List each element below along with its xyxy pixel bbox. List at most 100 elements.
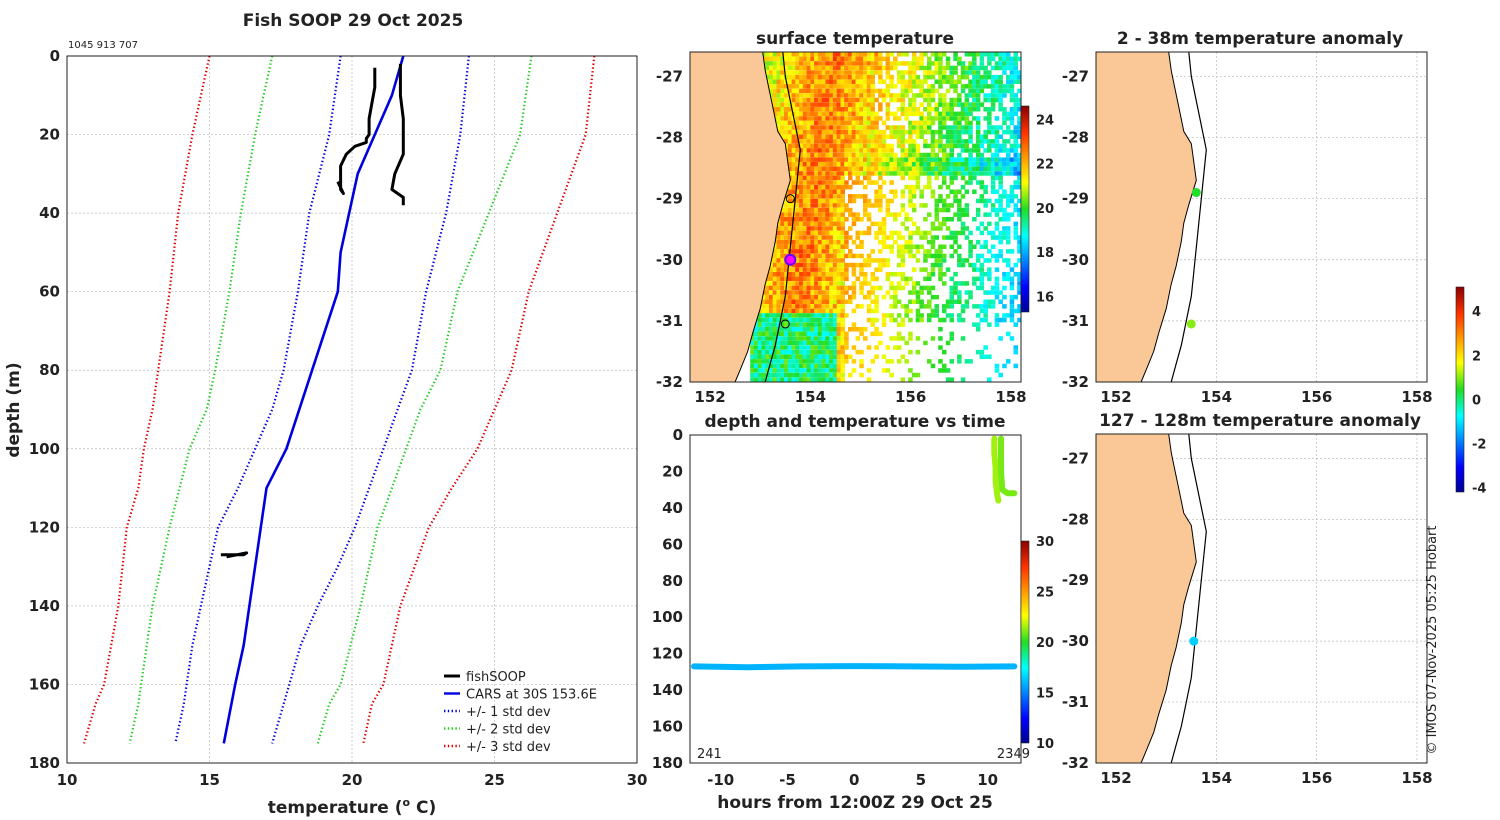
anomaly-point — [1189, 636, 1199, 646]
series-line — [174, 55, 342, 744]
anomaly-shallow-title: 2 - 38m temperature anomaly — [1117, 29, 1403, 49]
y-tick-label: 160 — [652, 718, 683, 736]
series-line — [336, 67, 377, 195]
anomaly-deep-frame — [1095, 433, 1428, 764]
x-tick-label: 5 — [916, 771, 926, 789]
legend-label: fishSOOP — [466, 670, 526, 685]
copyright-text: © IMOS 07-Nov-2025 05:25 Hobart — [1425, 526, 1440, 755]
colorbar-tick-label: 18 — [1036, 246, 1054, 261]
depth-time-x-label: hours from 12:00Z 29 Oct 25 — [717, 793, 993, 813]
y-tick-label: 0 — [673, 426, 683, 444]
time-colorbar — [1020, 540, 1030, 744]
y-tick-label: 180 — [29, 754, 60, 772]
y-tick-label: 60 — [39, 283, 60, 301]
y-tick-label: 140 — [652, 681, 683, 699]
x-tick-label: 156 — [895, 388, 926, 406]
land-mass — [1096, 52, 1197, 382]
legend-label: +/- 3 std dev — [466, 740, 551, 755]
x-tick-label: 15 — [199, 771, 220, 789]
y-tick-label: -28 — [1062, 129, 1089, 147]
profile-x-label: temperature (o C) — [268, 796, 437, 818]
y-tick-label: 140 — [29, 597, 60, 615]
profile-panel: Fish SOOP 29 Oct 2025 1045 913 707 10 15 2… — [4, 11, 647, 818]
y-tick-label: -27 — [1062, 67, 1089, 85]
legend-label: CARS at 30S 153.6E — [466, 688, 597, 703]
y-tick-label: -29 — [1062, 190, 1089, 208]
anomaly-point — [1191, 188, 1201, 198]
y-tick-label: 100 — [29, 440, 60, 458]
y-tick-label: 20 — [662, 462, 683, 480]
cast-marker — [780, 319, 790, 329]
land-mass — [690, 52, 791, 382]
x-tick-label: 152 — [694, 388, 725, 406]
profile-title: Fish SOOP 29 Oct 2025 — [243, 11, 464, 31]
legend: fishSOOP CARS at 30S 153.6E +/- 1 std dev +… — [444, 670, 597, 755]
y-tick-label: -30 — [1062, 632, 1089, 650]
x-tick-label: 156 — [1301, 769, 1332, 787]
legend-label: +/- 1 std dev — [466, 705, 551, 720]
profile-y-label: depth (m) — [4, 362, 24, 457]
colorbar-tick-label: 16 — [1036, 290, 1054, 305]
y-tick-label: -27 — [1062, 449, 1089, 467]
x-tick-label: 158 — [1401, 769, 1432, 787]
colorbar-tick-label: 4 — [1472, 305, 1481, 320]
colorbar-tick-label: -2 — [1472, 438, 1486, 453]
x-tick-label: 156 — [1301, 388, 1332, 406]
colorbar-tick-label: 20 — [1036, 636, 1054, 651]
x-tick-label: 10 — [57, 771, 78, 789]
colorbar-tick-label: 0 — [1472, 393, 1481, 408]
depth-time-trace — [998, 435, 1018, 497]
shelf-contour — [1170, 52, 1207, 382]
y-tick-label: -32 — [1062, 754, 1089, 772]
series-line — [362, 55, 596, 744]
y-tick-label: 160 — [29, 675, 60, 693]
x-tick-label: 154 — [1201, 388, 1232, 406]
series-line — [128, 55, 274, 744]
land-mass — [1096, 434, 1197, 763]
corner-label-right: 2349 — [997, 747, 1030, 762]
y-tick-label: 40 — [662, 499, 683, 517]
anomaly-shallow-frame — [1095, 51, 1428, 383]
series-line — [220, 551, 249, 559]
y-tick-label: 120 — [652, 645, 683, 663]
depth-time-panel: depth and temperature vs time -10 -5 0 5 100… — [652, 412, 1054, 813]
series-line — [271, 55, 470, 744]
y-tick-label: -29 — [656, 190, 683, 208]
corner-label-left: 241 — [697, 747, 722, 762]
y-tick-label: 180 — [652, 754, 683, 772]
y-tick-label: -30 — [1062, 251, 1089, 269]
x-tick-label: 152 — [1100, 388, 1131, 406]
colorbar-tick-label: 2 — [1472, 349, 1481, 364]
x-tick-label: 158 — [995, 388, 1026, 406]
colorbar-tick-label: 24 — [1036, 113, 1054, 128]
y-tick-label: 120 — [29, 518, 60, 536]
y-tick-label: -29 — [1062, 571, 1089, 589]
anomaly-map-deep-panel: 127 - 128m temperature anomaly 152 154 156… — [1062, 411, 1433, 787]
y-tick-label: -31 — [1062, 693, 1089, 711]
depth-time-title: depth and temperature vs time — [705, 412, 1006, 432]
y-tick-label: 40 — [39, 204, 60, 222]
y-tick-label: -28 — [656, 129, 683, 147]
y-tick-label: -32 — [1062, 373, 1089, 391]
series-line — [83, 55, 211, 744]
colorbar-tick-label: 30 — [1036, 535, 1054, 550]
y-tick-label: -28 — [1062, 510, 1089, 528]
x-tick-label: 10 — [977, 771, 998, 789]
y-tick-label: 20 — [39, 126, 60, 144]
anomaly-deep-title: 127 - 128m temperature anomaly — [1099, 411, 1421, 431]
vessel-position-marker — [784, 253, 797, 266]
anomaly-map-shallow-panel: 2 - 38m temperature anomaly 152 154 156 158… — [1062, 29, 1433, 406]
x-tick-label: -10 — [707, 771, 734, 789]
legend-label: +/- 2 std dev — [466, 723, 551, 738]
series-line — [222, 55, 405, 744]
profile-subtitle: 1045 913 707 — [68, 40, 138, 51]
x-tick-label: 154 — [1201, 769, 1232, 787]
depth-time-frame — [689, 434, 1022, 764]
y-tick-label: 80 — [39, 361, 60, 379]
sst-title: surface temperature — [756, 29, 954, 49]
colorbar-tick-label: 15 — [1036, 687, 1054, 702]
y-tick-label: 80 — [662, 572, 683, 590]
shelf-contour — [764, 52, 801, 382]
depth-time-trace — [691, 663, 1018, 671]
